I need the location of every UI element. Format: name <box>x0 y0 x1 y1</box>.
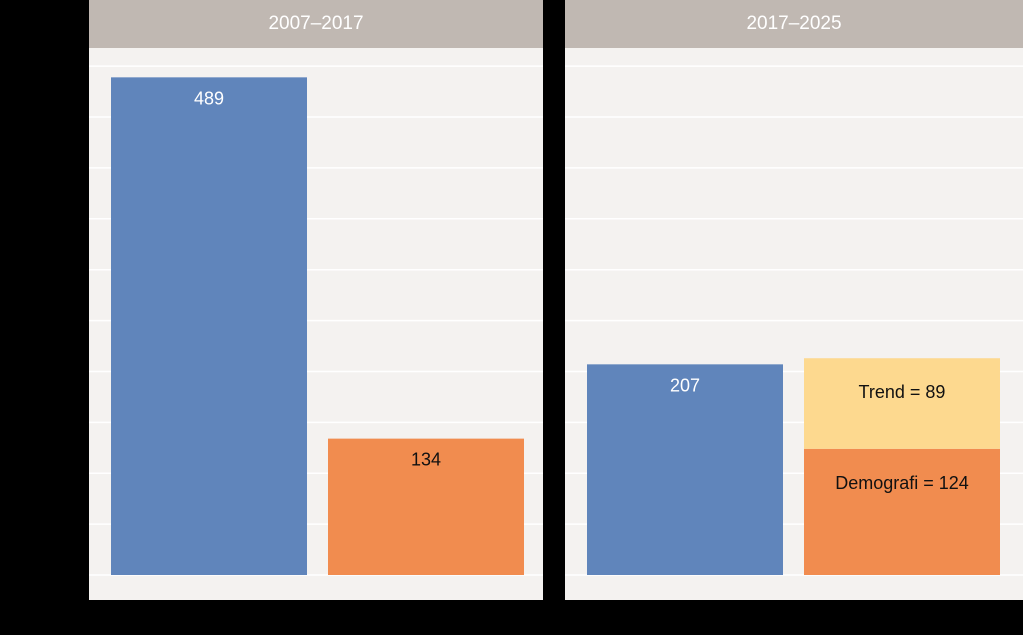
bar <box>587 364 783 575</box>
panel-title: 2007–2017 <box>89 0 543 48</box>
bar <box>111 77 307 575</box>
panel-2007-2017: 2007–2017 489 134 <box>89 0 543 600</box>
bar-chart: 489 134 <box>89 65 543 576</box>
bar-chart: 207 Demografi = 124 Trend = 89 <box>565 65 1023 576</box>
data-label: 134 <box>411 450 441 470</box>
data-label: 489 <box>194 88 224 108</box>
bar-segment <box>804 448 1000 575</box>
data-label: 207 <box>670 375 700 395</box>
data-label: Demografi = 124 <box>835 473 969 493</box>
data-label: Trend = 89 <box>859 382 946 402</box>
bar <box>328 438 524 575</box>
bar-segment <box>804 358 1000 449</box>
panel-title: 2017–2025 <box>565 0 1023 48</box>
panel-2017-2025: 2017–2025 207 Demografi = 124 Trend = 89 <box>565 0 1023 600</box>
